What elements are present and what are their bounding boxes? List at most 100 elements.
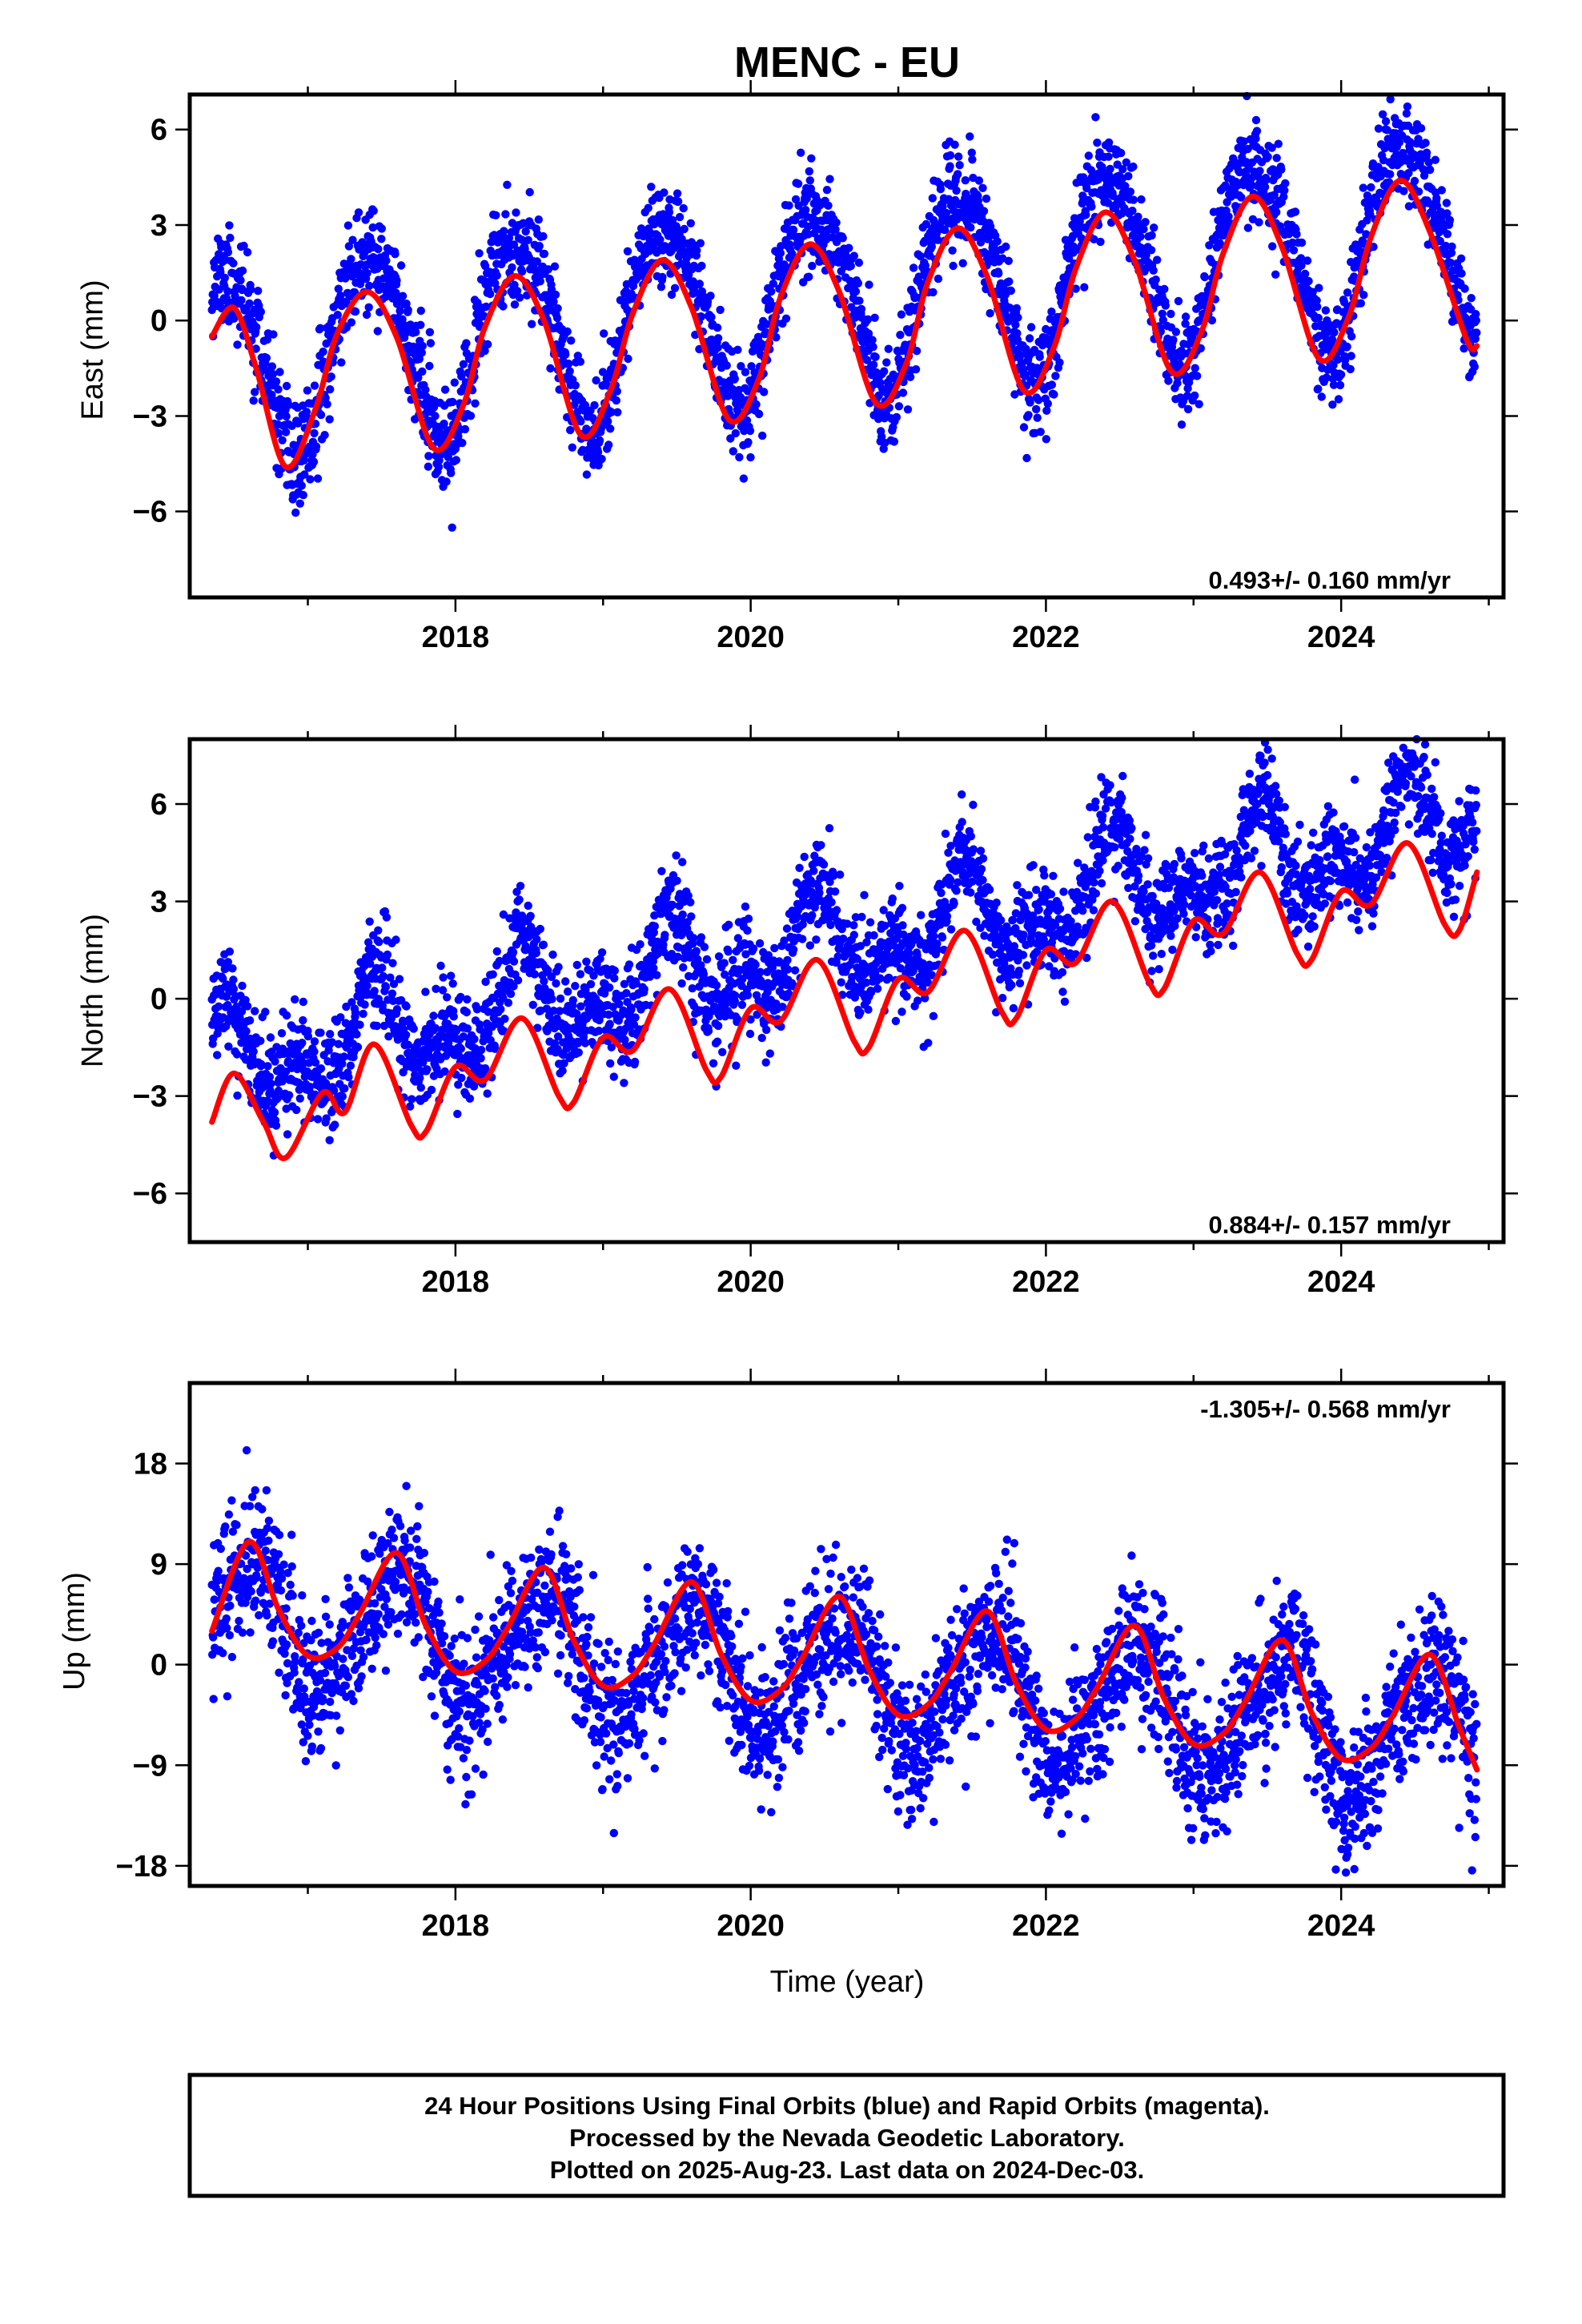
north-position-point <box>536 924 544 934</box>
north-position-point <box>429 1011 438 1020</box>
east-position-point <box>544 265 553 274</box>
east-position-point <box>1091 113 1100 122</box>
east-position-point <box>302 408 311 416</box>
east-position-point <box>831 225 840 234</box>
east-position-point <box>754 409 764 419</box>
north-position-point <box>790 966 800 975</box>
east-position-point <box>1106 164 1114 174</box>
east-position-point <box>534 215 543 224</box>
east-position-point <box>391 250 400 259</box>
east-position-point <box>424 462 433 471</box>
east-position-point <box>882 358 891 367</box>
north-position-point <box>263 1062 272 1071</box>
east-position-point <box>1255 167 1264 175</box>
east-position-point <box>1191 364 1199 372</box>
east-position-point <box>1012 304 1022 313</box>
north-position-point <box>381 983 391 991</box>
north-position-point <box>744 915 753 923</box>
east-position-point <box>484 340 492 349</box>
east-position-point <box>566 425 575 435</box>
north-position-point <box>508 947 518 957</box>
east-position-point <box>776 248 785 258</box>
east-position-point <box>444 452 452 461</box>
north-position-point <box>528 1000 537 1010</box>
east-position-point <box>1274 139 1283 148</box>
east-position-point <box>425 361 434 371</box>
north-position-point <box>661 931 669 939</box>
north-position-point <box>548 950 557 959</box>
north-position-point <box>640 985 648 994</box>
east-position-point <box>1002 242 1010 251</box>
east-position-point <box>644 203 652 212</box>
north-position-point <box>242 1027 251 1035</box>
east-position-point <box>724 392 733 400</box>
east-position-point <box>1055 358 1064 367</box>
east-position-point <box>954 152 963 161</box>
north-position-point <box>282 1011 291 1020</box>
east-position-point <box>613 408 622 416</box>
north-position-point <box>261 1007 270 1016</box>
north-position-point <box>453 1109 462 1119</box>
north-position-point <box>344 1072 353 1082</box>
east-position-point <box>1034 396 1043 404</box>
east-position-point <box>791 195 801 204</box>
east-position-point <box>1050 390 1058 399</box>
east-position-point <box>245 299 254 308</box>
north-position-point <box>620 1079 628 1088</box>
east-position-point <box>1437 186 1447 195</box>
east-position-point <box>480 346 489 356</box>
east-position-point <box>730 374 739 384</box>
east-position-point <box>549 297 558 306</box>
east-position-point <box>377 224 386 233</box>
east-position-point <box>223 247 233 257</box>
east-position-point <box>343 221 353 230</box>
east-position-point <box>735 452 744 462</box>
east-position-point <box>458 438 467 448</box>
north-position-point <box>597 948 607 957</box>
east-position-point <box>1272 207 1281 217</box>
east-position-point <box>225 221 234 230</box>
east-position-point <box>412 328 420 336</box>
east-y-tick-label: 3 <box>151 209 167 243</box>
east-position-point <box>1472 328 1481 337</box>
east-position-point <box>897 310 906 319</box>
north-position-point <box>898 921 907 930</box>
east-position-point <box>334 284 343 293</box>
east-position-point <box>553 304 562 313</box>
north-position-point <box>249 1047 258 1056</box>
east-position-point <box>658 272 667 282</box>
east-position-point <box>845 243 853 252</box>
north-position-point <box>481 977 490 987</box>
east-position-point <box>525 187 534 197</box>
east-position-point <box>713 334 723 343</box>
north-position-point <box>532 948 540 958</box>
east-position-point <box>1043 399 1053 408</box>
east-position-point <box>396 307 404 316</box>
east-position-point <box>593 448 603 456</box>
east-position-point <box>909 263 918 272</box>
east-position-point <box>249 396 258 405</box>
east-position-point <box>440 385 450 394</box>
east-position-point <box>418 341 427 351</box>
north-position-point <box>572 960 581 970</box>
north-position-point <box>346 1061 355 1070</box>
east-position-point <box>1470 362 1480 372</box>
east-position-point <box>567 336 576 345</box>
north-position-point <box>462 1007 472 1017</box>
east-position-point <box>1271 270 1280 279</box>
east-position-point <box>1445 215 1455 224</box>
north-position-point <box>849 921 858 930</box>
east-position-point <box>595 436 604 445</box>
east-position-point <box>1280 186 1289 195</box>
east-position-point <box>448 397 457 407</box>
east-position-point <box>807 154 816 163</box>
east-position-point <box>480 261 490 271</box>
east-position-point <box>838 234 847 243</box>
east-position-point <box>373 327 382 336</box>
east-position-point <box>300 470 309 479</box>
east-position-point <box>1315 283 1323 292</box>
north-position-point <box>697 933 706 942</box>
east-position-point <box>1291 207 1300 216</box>
east-position-point <box>824 201 833 210</box>
east-position-point <box>1193 372 1202 380</box>
